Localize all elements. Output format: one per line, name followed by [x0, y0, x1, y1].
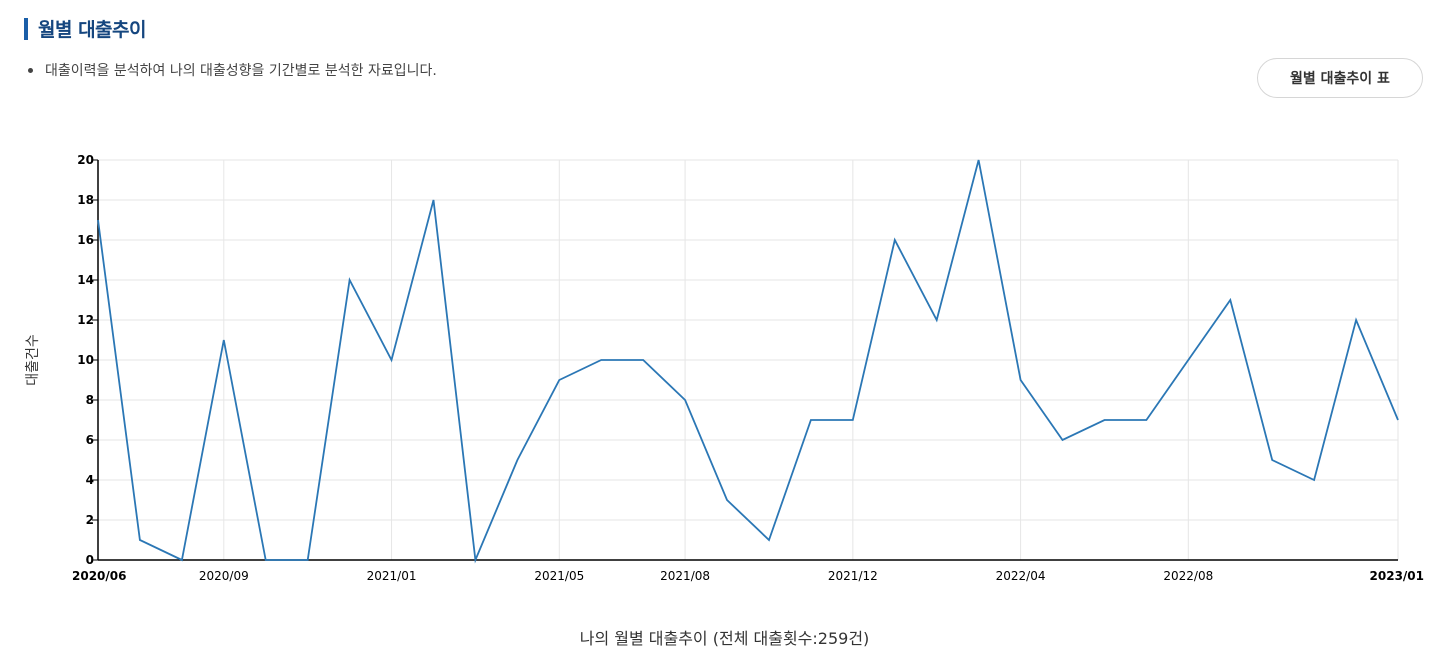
y-tick-label: 20	[77, 153, 94, 167]
y-tick-label: 6	[86, 433, 94, 447]
y-tick-label: 18	[77, 193, 94, 207]
y-tick-label: 14	[77, 273, 94, 287]
series-line	[97, 159, 1399, 564]
x-tick-label: 2020/09	[199, 569, 249, 583]
description: 대출이력을 분석하여 나의 대출성향을 기간별로 분석한 자료입니다.	[28, 60, 437, 80]
x-tick-label: 2020/06	[72, 569, 126, 583]
y-tick-labels: 0 2 4 6 8 10 12 14 16 18 20	[77, 153, 94, 567]
description-text: 대출이력을 분석하여 나의 대출성향을 기간별로 분석한 자료입니다.	[45, 63, 437, 79]
section-title-text: 월별 대출추이	[38, 19, 147, 41]
bullet-icon	[28, 67, 33, 73]
y-tick-label: 2	[86, 513, 94, 527]
y-tick-label: 4	[86, 473, 94, 487]
section-title: 월별 대출추이	[24, 16, 147, 41]
chart-series	[97, 159, 1399, 564]
x-tick-labels: 2020/06 2020/09 2021/01 2021/05 2021/08 2021/…	[72, 569, 1424, 583]
x-tick-label: 2021/01	[367, 569, 417, 583]
x-tick-label: 2022/08	[1163, 569, 1213, 583]
chart-title: 나의 월별 대출추이 (전체 대출횟수:259건)	[579, 629, 870, 648]
monthly-table-button[interactable]: 월별 대출추이 표	[1257, 58, 1423, 98]
y-tick-label: 16	[77, 233, 94, 247]
x-tick-label: 2022/04	[996, 569, 1046, 583]
title-accent-bar	[24, 17, 28, 40]
y-axis-label: 대출건수	[25, 334, 41, 386]
x-tick-label: 2021/05	[534, 569, 584, 583]
y-tick-label: 12	[77, 313, 94, 327]
x-tick-label: 2023/01	[1370, 569, 1424, 583]
chart-grid	[97, 159, 1399, 561]
y-tick-label: 10	[77, 353, 94, 367]
y-tick-label: 0	[86, 553, 94, 567]
y-tick-label: 8	[86, 393, 94, 407]
x-tick-label: 2021/12	[828, 569, 878, 583]
x-tick-label: 2021/08	[660, 569, 710, 583]
